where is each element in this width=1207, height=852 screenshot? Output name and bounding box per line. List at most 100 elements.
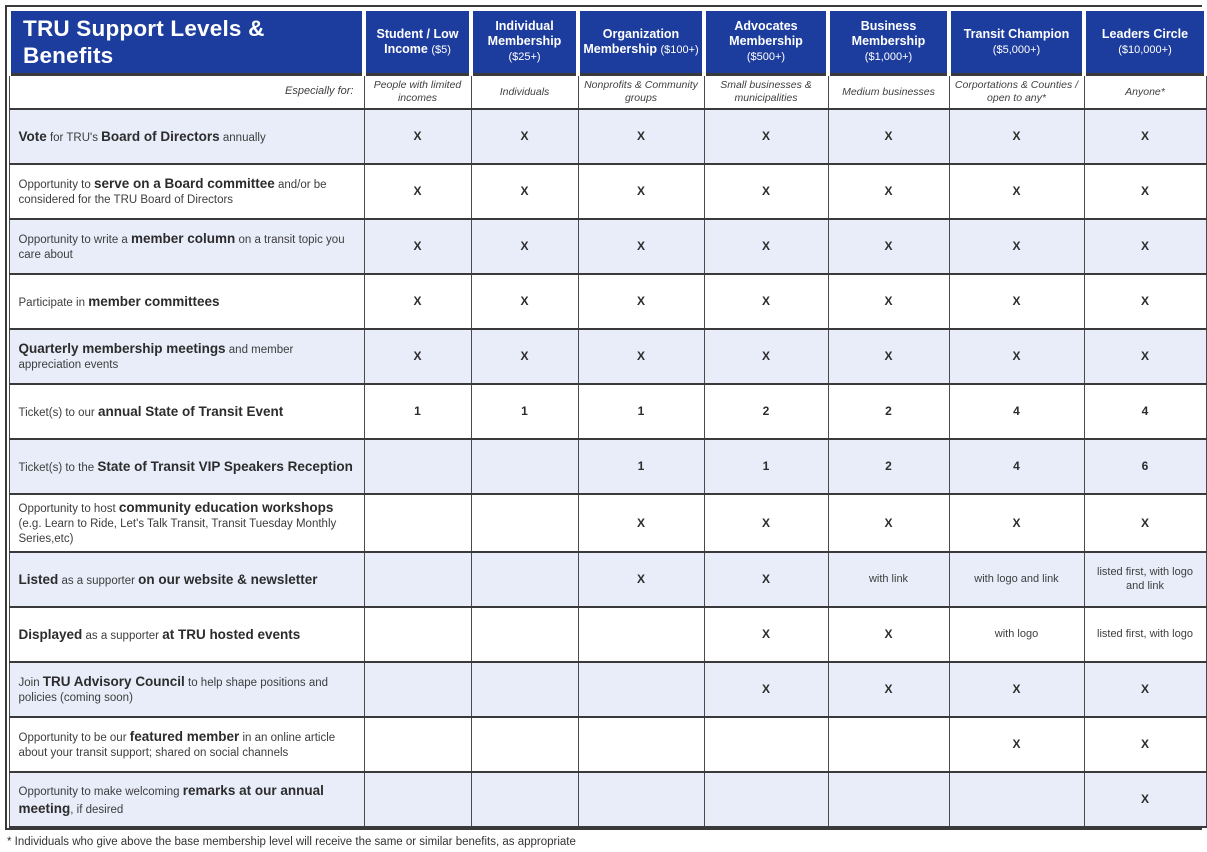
benefit-value-cell xyxy=(363,771,472,829)
benefit-value-cell: X xyxy=(827,108,950,166)
especially-for-cell: Anyone* xyxy=(1083,74,1207,111)
column-price: ($1,000+) xyxy=(864,51,913,64)
benefit-value-cell: X xyxy=(948,273,1085,331)
benefit-value-cell: X xyxy=(1083,493,1207,554)
benefit-value-cell: X xyxy=(827,273,950,331)
benefit-value-cell xyxy=(470,493,579,554)
benefit-value-cell: X xyxy=(1083,328,1207,386)
benefit-label: Vote for TRU's Board of Directors annual… xyxy=(8,108,365,166)
benefit-value-cell: X xyxy=(827,328,950,386)
benefit-value-cell: 4 xyxy=(948,383,1085,441)
column-price: ($500+) xyxy=(746,51,786,64)
especially-for-cell: People with limited incomes xyxy=(363,74,472,111)
benefit-value-cell: X xyxy=(703,606,829,664)
benefit-value-cell xyxy=(470,606,579,664)
benefit-value-cell: X xyxy=(703,661,829,719)
benefit-label: Listed as a supporter on our website & n… xyxy=(8,551,365,609)
benefit-value-cell xyxy=(827,771,950,829)
benefit-value-cell: X xyxy=(948,328,1085,386)
benefit-value-cell xyxy=(948,771,1085,829)
benefit-value-cell: X xyxy=(1083,218,1207,276)
benefit-value-cell: X xyxy=(1083,716,1207,774)
column-header: Transit Champion ($5,000+) xyxy=(947,7,1086,76)
benefit-value-cell xyxy=(827,716,950,774)
benefit-value-cell: X xyxy=(703,273,829,331)
column-name: Advocates Membership xyxy=(729,19,803,49)
column-header: Advocates Membership ($500+) xyxy=(702,7,830,76)
column-header: Business Membership ($1,000+) xyxy=(826,7,951,76)
benefit-row: Opportunity to host community education … xyxy=(8,493,1207,554)
benefits-table-frame: TRU Support Levels & Benefits Student / … xyxy=(5,5,1207,831)
column-header: Organization Membership ($100+) xyxy=(576,7,706,76)
column-price: ($25+) xyxy=(508,51,541,64)
benefit-value-cell: X xyxy=(1083,771,1207,829)
benefit-value-cell: X xyxy=(703,163,829,221)
benefit-label: Participate in member committees xyxy=(8,273,365,331)
benefit-label: Quarterly membership meetings and member… xyxy=(8,328,365,386)
benefit-value-cell: 1 xyxy=(470,383,579,441)
benefit-row: Quarterly membership meetings and member… xyxy=(8,328,1207,386)
benefit-label: Opportunity to host community education … xyxy=(8,493,365,554)
benefit-value-cell xyxy=(470,551,579,609)
benefit-row: Displayed as a supporter at TRU hosted e… xyxy=(8,606,1207,664)
column-price: ($10,000+) xyxy=(1118,43,1172,56)
benefit-value-cell xyxy=(363,551,472,609)
benefit-value-cell: with logo xyxy=(948,606,1085,664)
benefits-body: Vote for TRU's Board of Directors annual… xyxy=(8,108,1207,829)
benefit-value-cell xyxy=(470,661,579,719)
column-name: Student / Low Income xyxy=(376,26,459,56)
benefit-value-cell: X xyxy=(703,328,829,386)
column-name: Transit Champion xyxy=(963,26,1070,41)
benefit-label: Opportunity to write a member column on … xyxy=(8,218,365,276)
benefit-value-cell: X xyxy=(1083,163,1207,221)
benefit-value-cell: X xyxy=(827,493,950,554)
header-row: TRU Support Levels & Benefits Student / … xyxy=(7,7,1207,76)
benefit-value-cell xyxy=(363,716,472,774)
benefit-value-cell: X xyxy=(363,108,472,166)
benefit-value-cell: 4 xyxy=(1083,383,1207,441)
benefit-value-cell: X xyxy=(470,218,579,276)
benefit-value-cell: X xyxy=(363,328,472,386)
benefit-value-cell: 2 xyxy=(703,383,829,441)
benefit-value-cell xyxy=(363,438,472,496)
column-header: Leaders Circle ($10,000+) xyxy=(1082,7,1207,76)
benefit-value-cell xyxy=(470,438,579,496)
benefit-value-cell: 1 xyxy=(577,383,705,441)
benefit-value-cell xyxy=(577,606,705,664)
benefit-value-cell: X xyxy=(827,661,950,719)
benefit-value-cell: X xyxy=(577,163,705,221)
column-price: ($5) xyxy=(431,43,451,56)
benefit-value-cell xyxy=(363,493,472,554)
benefit-value-cell: X xyxy=(577,108,705,166)
benefit-row: Opportunity to serve on a Board committe… xyxy=(8,163,1207,221)
benefit-label: Join TRU Advisory Council to help shape … xyxy=(8,661,365,719)
benefit-value-cell: X xyxy=(470,328,579,386)
column-price: ($5,000+) xyxy=(992,43,1041,56)
column-price: ($100+) xyxy=(660,43,699,56)
benefit-value-cell: X xyxy=(827,218,950,276)
footnote: * Individuals who give above the base me… xyxy=(7,836,576,849)
especially-for-cell: Individuals xyxy=(470,74,579,111)
especially-for-row: Especially for: People with limited inco… xyxy=(8,74,1207,111)
benefit-value-cell xyxy=(577,771,705,829)
benefit-value-cell: X xyxy=(827,606,950,664)
benefit-value-cell: with logo and link xyxy=(948,551,1085,609)
especially-for-cell: Small businesses & municipalities xyxy=(703,74,829,111)
benefit-value-cell: X xyxy=(948,716,1085,774)
benefit-row: Ticket(s) to the State of Transit VIP Sp… xyxy=(8,438,1207,496)
benefit-label: Ticket(s) to our annual State of Transit… xyxy=(8,383,365,441)
benefit-value-cell: 2 xyxy=(827,383,950,441)
benefit-row: Participate in member committees X X X X X X X xyxy=(8,273,1207,331)
benefit-value-cell: X xyxy=(703,493,829,554)
benefit-value-cell: X xyxy=(948,108,1085,166)
column-name: Business Membership xyxy=(851,19,926,49)
especially-for-label: Especially for: xyxy=(8,74,365,111)
benefit-label: Ticket(s) to the State of Transit VIP Sp… xyxy=(8,438,365,496)
benefit-value-cell: X xyxy=(363,163,472,221)
benefit-label: Opportunity to make welcoming remarks at… xyxy=(8,771,365,829)
column-header: Student / Low Income ($5) xyxy=(362,7,473,76)
benefit-value-cell: X xyxy=(1083,108,1207,166)
benefit-value-cell: with link xyxy=(827,551,950,609)
benefit-value-cell xyxy=(470,716,579,774)
